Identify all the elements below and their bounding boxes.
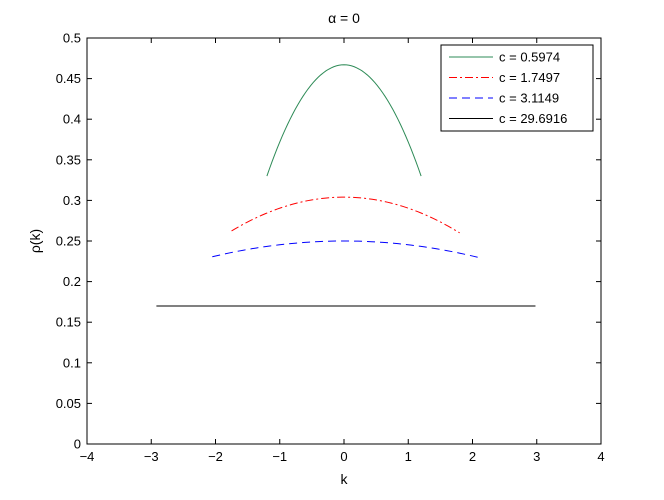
legend-label-1: c = 0.5974	[499, 50, 560, 65]
x-tick-label: −4	[80, 449, 95, 464]
series-line-3	[212, 240, 478, 258]
legend-label-2: c = 1.7497	[499, 70, 560, 85]
x-tick-label: 4	[597, 449, 604, 464]
y-tick-label: 0.15	[56, 315, 81, 330]
x-tick-label: 0	[340, 449, 347, 464]
legend-label-4: c = 29.6916	[499, 111, 567, 126]
y-tick-label: 0.05	[56, 396, 81, 411]
x-tick-label: 2	[469, 449, 476, 464]
y-tick-label: 0.2	[63, 274, 81, 289]
y-tick-label: 0.25	[56, 234, 81, 249]
legend-box	[440, 44, 594, 132]
y-tick-label: 0	[74, 437, 81, 452]
y-tick-label: 0.3	[63, 193, 81, 208]
ticks-layer: −4 −3 −2 −1 0 1 2 3 4 0 0.05 0.1 0.15 0.2 0.25 0.3 0.35 0…	[56, 31, 605, 465]
x-tick-label: 1	[405, 449, 412, 464]
y-tick-label: 0.45	[56, 71, 81, 86]
series-line-1	[266, 64, 422, 177]
series-line-2	[231, 196, 460, 234]
legend: c = 0.5974 c = 1.7497 c = 3.1149 c = 29.691…	[440, 44, 594, 132]
x-tick-label: 3	[533, 449, 540, 464]
y-tick-label: 0.35	[56, 152, 81, 167]
legend-label-3: c = 3.1149	[499, 91, 559, 106]
chart-title: α = 0	[328, 10, 360, 26]
x-tick-label: −2	[208, 449, 223, 464]
series-layer	[156, 64, 536, 307]
x-axis-label: k	[341, 471, 349, 487]
x-tick-label: −3	[144, 449, 159, 464]
y-axis-label: ρ(k)	[27, 229, 43, 253]
x-tick-label: −1	[272, 449, 287, 464]
y-tick-label: 0.5	[63, 31, 81, 46]
y-tick-label: 0.1	[63, 355, 81, 370]
y-tick-label: 0.4	[63, 112, 81, 127]
